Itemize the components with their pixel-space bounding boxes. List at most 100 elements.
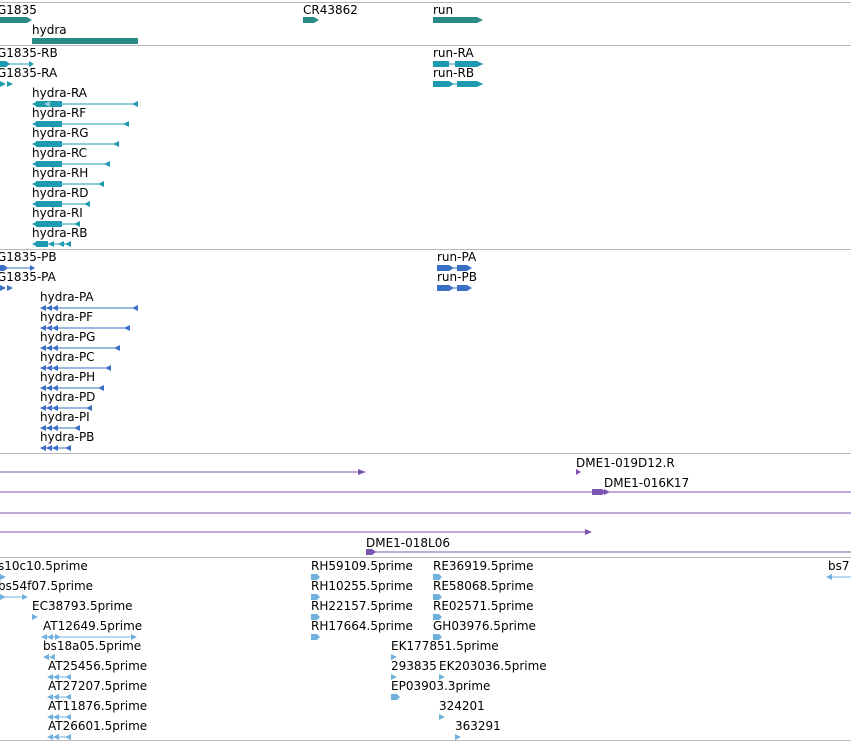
gene-track: G1835 CR43862 run hydra <box>0 2 851 45</box>
protein-glyph <box>0 265 35 271</box>
est-glyph <box>391 674 397 680</box>
transcript-track: G1835-RB G1835-RA run-RA run-RB hydra-RA… <box>0 45 851 249</box>
est-glyph <box>433 614 442 620</box>
feature-label: G1835-PB <box>0 250 57 264</box>
clone-glyph <box>0 512 851 514</box>
est-glyph <box>32 614 38 620</box>
feature-label: bs54f07.5prime <box>0 579 94 593</box>
est-glyph <box>0 594 28 600</box>
gene-glyph <box>433 17 483 23</box>
feature-label: run-PA <box>437 250 477 264</box>
est-glyph <box>311 634 320 640</box>
feature-label: EC38793.5prime <box>32 599 133 613</box>
transcript-glyph <box>32 221 80 227</box>
feature-label: RE58068.5prime <box>433 579 534 593</box>
est-track: s10c10.5prime bs54f07.5prime EC38793.5pr… <box>0 557 851 741</box>
est-glyph <box>311 574 320 580</box>
est-glyph <box>826 574 851 580</box>
feature-label: AT27207.5prime <box>48 679 148 693</box>
transcript-glyph <box>32 241 71 247</box>
gene-glyph <box>32 38 138 44</box>
protein-glyph <box>437 285 472 291</box>
transcript-glyph <box>0 81 13 87</box>
protein-glyph <box>40 385 104 391</box>
feature-label: hydra-RF <box>32 106 87 120</box>
est-glyph <box>433 594 442 600</box>
feature-label: hydra-RH <box>32 166 89 180</box>
est-glyph <box>455 734 461 740</box>
clone-glyph <box>0 529 592 535</box>
clone-glyph <box>0 469 366 475</box>
feature-label: DME1-019D12.R <box>576 456 675 470</box>
transcript-glyph <box>32 181 104 187</box>
gene-glyph <box>0 17 32 23</box>
protein-glyph <box>40 405 92 411</box>
feature-label: GH03976.5prime <box>433 619 536 633</box>
clone-track: DME1-019D12.R DME1-016K17 DME1-018L06 <box>0 453 851 557</box>
feature-label: s10c10.5prime <box>0 559 88 573</box>
protein-glyph <box>0 285 13 291</box>
feature-label: RE02571.5prime <box>433 599 534 613</box>
feature-label: RH59109.5prime <box>311 559 413 573</box>
feature-label: hydra-RD <box>32 186 89 200</box>
transcript-glyph <box>32 101 138 107</box>
transcript-glyph <box>0 61 34 67</box>
est-glyph <box>439 674 445 680</box>
protein-glyph <box>40 305 138 311</box>
feature-label: EK177851.5prime <box>391 639 499 653</box>
feature-label: G1835-RA <box>0 66 58 80</box>
feature-label: run-RB <box>433 66 475 80</box>
feature-label: AT26601.5prime <box>48 719 148 733</box>
feature-label: RH22157.5prime <box>311 599 413 613</box>
protein-glyph <box>437 265 472 271</box>
feature-label: AT11876.5prime <box>48 699 148 713</box>
feature-label: run <box>433 3 454 17</box>
feature-label: AT12649.5prime <box>43 619 143 633</box>
feature-label: hydra <box>32 23 67 37</box>
protein-glyph <box>40 445 71 451</box>
est-glyph <box>433 574 442 580</box>
feature-label: bs18a05.5prime <box>43 639 142 653</box>
feature-label: DME1-018L06 <box>366 536 450 550</box>
feature-label: hydra-RA <box>32 86 88 100</box>
feature-label: G1835-RB <box>0 46 58 60</box>
feature-label: hydra-PG <box>40 330 96 344</box>
protein-glyph <box>40 425 80 431</box>
feature-label: hydra-PH <box>40 370 96 384</box>
feature-label: run-RA <box>433 46 474 60</box>
transcript-glyph <box>32 201 90 207</box>
est-glyph <box>41 634 137 640</box>
feature-label: EK203036.5prime <box>439 659 547 673</box>
gene-glyph <box>303 17 319 23</box>
transcript-glyph <box>32 161 110 167</box>
est-glyph <box>47 674 71 680</box>
feature-label: G1835 <box>0 3 37 17</box>
feature-label: CR43862 <box>303 3 358 17</box>
protein-track: G1835-PB G1835-PA run-PA run-PB hydra-PA… <box>0 249 851 453</box>
protein-glyph <box>40 345 120 351</box>
est-glyph <box>47 694 71 700</box>
feature-label: AT25456.5prime <box>48 659 148 673</box>
feature-label: hydra-RI <box>32 206 83 220</box>
feature-label: RE36919.5prime <box>433 559 534 573</box>
feature-label: hydra-RG <box>32 126 89 140</box>
est-glyph <box>391 654 397 660</box>
feature-label: hydra-RC <box>32 146 88 160</box>
feature-label: DME1-016K17 <box>604 476 690 490</box>
feature-label: hydra-PB <box>40 430 95 444</box>
feature-label: run-PB <box>437 270 477 284</box>
est-glyph <box>311 594 320 600</box>
est-glyph <box>439 714 445 720</box>
feature-label: hydra-PD <box>40 390 96 404</box>
clone-glyph <box>576 469 581 475</box>
feature-label: hydra-PI <box>40 410 90 424</box>
est-glyph <box>311 614 320 620</box>
feature-label: hydra-RB <box>32 226 88 240</box>
feature-label: 363291 <box>455 719 501 733</box>
transcript-glyph <box>32 121 129 127</box>
feature-label: EP03903.3prime <box>391 679 491 693</box>
feature-label: G1835-PA <box>0 270 56 284</box>
transcript-glyph <box>32 141 119 147</box>
feature-label: 293835 <box>391 659 437 673</box>
